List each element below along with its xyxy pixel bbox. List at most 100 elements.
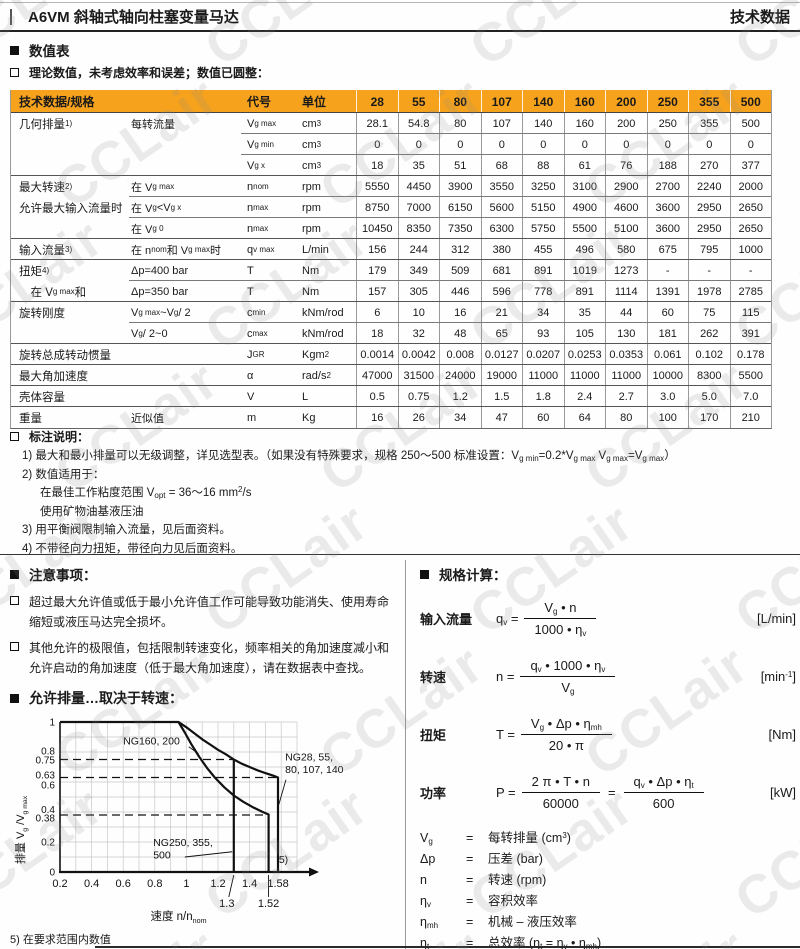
spec-label-cell: 旋转刚度 bbox=[19, 307, 65, 320]
value-cell: 1.5 bbox=[480, 386, 523, 407]
value-cell: 47 bbox=[480, 407, 523, 428]
value-cell: 391 bbox=[729, 323, 772, 344]
value-cell: 0.0014 bbox=[356, 344, 398, 365]
calc-column: 规格计算： 输入流量 qv = Vg • n 1000 • ηv [L/min] 转速 n … bbox=[405, 560, 798, 949]
calc-title-line: 规格计算： bbox=[420, 564, 798, 584]
definition-row: Vg = 每转排量 (cm3) bbox=[420, 828, 798, 849]
cautions-title-text: 注意事项： bbox=[29, 568, 97, 583]
formula-row: 转速 n = qv • 1000 • ηv Vg [min-1] bbox=[420, 654, 798, 698]
displacement-speed-chart: 0.2 0.4 0.6 0.8 1 1.2 1.4 1.58 1.3 1.52 1 0.8 0.75 0.… bbox=[12, 710, 402, 929]
condition-cell: 近似值 bbox=[131, 412, 164, 425]
value-cell: 34 bbox=[522, 302, 564, 323]
svg-text:1.52: 1.52 bbox=[258, 898, 279, 910]
value-cell: 5100 bbox=[605, 218, 647, 239]
filled-square-icon bbox=[10, 693, 19, 703]
value-cell: 2900 bbox=[605, 176, 647, 197]
value-cell: 7350 bbox=[439, 218, 481, 239]
svg-text:NG28, 55,: NG28, 55, bbox=[285, 751, 333, 763]
value-cell: 8300 bbox=[688, 365, 730, 386]
value-cell: 156 bbox=[356, 239, 398, 260]
value-cell: 5750 bbox=[522, 218, 564, 239]
value-cell: 18 bbox=[356, 155, 398, 176]
condition-cell: Δp=400 bar bbox=[131, 264, 189, 277]
spec-label-cell: 旋转总成转动惯量 bbox=[19, 349, 111, 362]
definition-row: ηmh = 机械 – 液压效率 bbox=[420, 912, 798, 933]
svg-text:0.75: 0.75 bbox=[36, 756, 56, 767]
unit-header-cell: 单位 bbox=[302, 95, 327, 109]
value-cell: 2950 bbox=[688, 197, 730, 218]
fraction-numerator: Vg • n bbox=[524, 600, 597, 619]
note-line: 使用矿物油基液压油 bbox=[40, 505, 144, 518]
value-cell: 1019 bbox=[563, 260, 606, 281]
value-cell: 312 bbox=[439, 239, 481, 260]
value-cell: 0.061 bbox=[646, 344, 689, 365]
unit-cell: Nm bbox=[302, 285, 320, 298]
definition-row: ηt = 总效率 (ηt = ηv • ηmh) bbox=[420, 933, 798, 949]
formula-unit: [min-1] bbox=[760, 668, 796, 684]
formula-label: 转速 bbox=[420, 669, 447, 685]
size-header-cell: 160 bbox=[563, 90, 606, 113]
chart-svg: 0.2 0.4 0.6 0.8 1 1.2 1.4 1.581.3 1.5210.80.750.… bbox=[13, 718, 344, 926]
unit-cell: rpm bbox=[302, 222, 321, 235]
condition-cell bbox=[129, 386, 241, 407]
value-cell: 200 bbox=[605, 113, 647, 134]
unit-cell: L bbox=[302, 390, 309, 403]
value-cell: 35 bbox=[397, 155, 440, 176]
equals-sign: = bbox=[466, 936, 474, 949]
value-cell: 5500 bbox=[563, 218, 606, 239]
cautions-body: 超过最大允许值或低于最小允许值工作可能导致功能消失、使用寿命缩短或液压马达完全损… bbox=[10, 592, 402, 678]
formula-lhs: T = bbox=[496, 726, 515, 742]
filled-square-icon bbox=[10, 569, 19, 579]
value-cell: 10 bbox=[397, 302, 440, 323]
spec-label-cell: 最大角加速度 bbox=[19, 370, 88, 383]
value-cell: 250 bbox=[646, 113, 689, 134]
value-cell: 1000 bbox=[729, 239, 772, 260]
svg-text:速度 n/nnom: 速度 n/nnom bbox=[150, 909, 206, 924]
chart-title-text: 允许排量…取决于转速： bbox=[29, 690, 183, 706]
fraction-numerator: 2 π • T • n bbox=[521, 774, 600, 793]
value-cell: 6 bbox=[356, 302, 398, 323]
section-divider bbox=[0, 554, 800, 555]
value-cell: 380 bbox=[480, 239, 523, 260]
value-cell: 377 bbox=[729, 155, 772, 176]
value-cell: 6300 bbox=[480, 218, 523, 239]
svg-text:5): 5) bbox=[279, 854, 288, 866]
value-cell: 0 bbox=[646, 134, 689, 155]
unit-cell: cm 3 bbox=[302, 138, 322, 151]
value-cell: 0.102 bbox=[688, 344, 730, 365]
data-table: 技术数据/规格 代号 单位 28 55 80 107 140 160 200 250 355 50… bbox=[10, 90, 772, 429]
value-cell: 0.5 bbox=[356, 386, 398, 407]
value-cell: 3100 bbox=[563, 176, 606, 197]
value-cell: 596 bbox=[480, 281, 523, 302]
value-cell: 5550 bbox=[356, 176, 398, 197]
value-cell: - bbox=[688, 260, 730, 281]
svg-text:NG160, 200: NG160, 200 bbox=[123, 736, 180, 748]
value-cell: 2950 bbox=[688, 218, 730, 239]
value-cell: 61 bbox=[563, 155, 606, 176]
section-title-text: 数值表 bbox=[29, 44, 70, 59]
caution-item: 超过最大允许值或低于最小允许值工作可能导致功能消失、使用寿命缩短或液压马达完全损… bbox=[10, 592, 402, 632]
value-cell: 24000 bbox=[439, 365, 481, 386]
svg-text:0: 0 bbox=[49, 868, 55, 879]
spec-label-cell bbox=[11, 155, 129, 176]
value-cell: 2785 bbox=[729, 281, 772, 302]
value-cell: 18 bbox=[356, 323, 398, 344]
note-line: 4) 不带径向力扭矩，带径向力见后面资料。 bbox=[22, 542, 243, 555]
code-cell: α bbox=[247, 369, 254, 382]
fraction: qv • 1000 • ηv Vg bbox=[520, 658, 616, 695]
value-cell: 0 bbox=[605, 134, 647, 155]
definition-symbol: n bbox=[420, 873, 427, 887]
value-cell: 4900 bbox=[563, 197, 606, 218]
note-line: 3) 用平衡阀限制输入流量，见后面资料。 bbox=[22, 524, 231, 536]
value-cell: 580 bbox=[605, 239, 647, 260]
spec-label-cell: 重量 bbox=[19, 412, 42, 425]
svg-text:0.38: 0.38 bbox=[36, 814, 56, 825]
svg-text:1.2: 1.2 bbox=[210, 878, 225, 890]
value-cell: 5500 bbox=[729, 365, 772, 386]
formula-row: 功率 P = 2 π • T • n 60000 = qv • Δp • ηt 600 [kW… bbox=[420, 770, 798, 814]
value-cell: 355 bbox=[688, 113, 730, 134]
value-cell: 31500 bbox=[397, 365, 440, 386]
